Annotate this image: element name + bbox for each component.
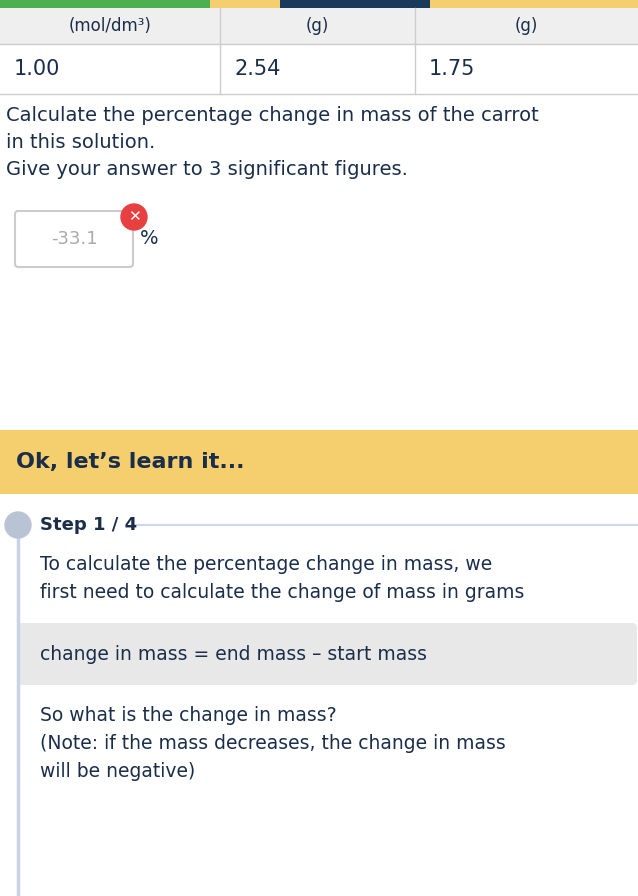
Text: Ok, let’s learn it...: Ok, let’s learn it...	[16, 452, 244, 472]
Text: (g): (g)	[515, 17, 538, 35]
FancyBboxPatch shape	[0, 8, 638, 44]
Text: 1.75: 1.75	[429, 59, 475, 79]
Text: in this solution.: in this solution.	[6, 133, 155, 152]
Text: ✕: ✕	[128, 210, 140, 225]
Text: (mol/dm³): (mol/dm³)	[68, 17, 151, 35]
Text: (Note: if the mass decreases, the change in mass: (Note: if the mass decreases, the change…	[40, 734, 506, 753]
Text: will be negative): will be negative)	[40, 762, 195, 781]
Text: 1.00: 1.00	[14, 59, 61, 79]
Text: %: %	[140, 229, 159, 248]
Text: So what is the change in mass?: So what is the change in mass?	[40, 706, 337, 725]
Text: -33.1: -33.1	[50, 230, 98, 248]
Text: (g): (g)	[306, 17, 329, 35]
Text: To calculate the percentage change in mass, we: To calculate the percentage change in ma…	[40, 555, 493, 574]
Text: change in mass = end mass – start mass: change in mass = end mass – start mass	[40, 644, 427, 664]
FancyBboxPatch shape	[0, 44, 638, 94]
Circle shape	[121, 204, 147, 230]
FancyBboxPatch shape	[0, 0, 638, 8]
Text: 2.54: 2.54	[234, 59, 280, 79]
Text: Give your answer to 3 significant figures.: Give your answer to 3 significant figure…	[6, 160, 408, 179]
FancyBboxPatch shape	[15, 211, 133, 267]
FancyBboxPatch shape	[17, 623, 637, 685]
Text: Step 1 / 4: Step 1 / 4	[40, 516, 137, 534]
FancyBboxPatch shape	[280, 0, 430, 8]
Text: Calculate the percentage change in mass of the carrot: Calculate the percentage change in mass …	[6, 106, 538, 125]
Circle shape	[5, 512, 31, 538]
FancyBboxPatch shape	[0, 0, 210, 8]
FancyBboxPatch shape	[0, 430, 638, 494]
Text: first need to calculate the change of mass in grams: first need to calculate the change of ma…	[40, 583, 524, 602]
